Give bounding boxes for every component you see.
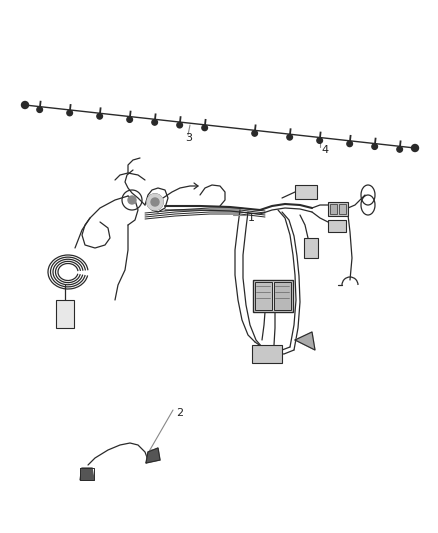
Text: 4: 4 [321, 145, 328, 155]
Bar [252, 345, 282, 363]
Circle shape [347, 141, 353, 147]
Text: 3: 3 [186, 133, 192, 143]
Circle shape [397, 147, 403, 152]
Bar [274, 282, 291, 310]
Bar [304, 238, 318, 258]
Circle shape [152, 119, 158, 125]
Circle shape [411, 144, 418, 151]
Bar [328, 202, 348, 216]
Circle shape [147, 194, 163, 210]
Polygon shape [146, 448, 160, 463]
Bar [56, 300, 74, 328]
Bar [330, 204, 337, 214]
Circle shape [97, 114, 102, 119]
Text: 2: 2 [176, 408, 183, 418]
Circle shape [252, 131, 258, 136]
Bar [328, 220, 346, 232]
Bar [253, 280, 293, 312]
Text: 1: 1 [248, 213, 255, 223]
Circle shape [37, 107, 42, 112]
Circle shape [177, 122, 183, 128]
Bar [295, 185, 317, 199]
Circle shape [128, 196, 136, 204]
Bar [339, 204, 346, 214]
Circle shape [67, 110, 72, 116]
Polygon shape [80, 468, 94, 480]
Circle shape [21, 101, 28, 109]
Circle shape [202, 125, 208, 131]
Bar [255, 282, 272, 310]
Polygon shape [295, 332, 315, 350]
Circle shape [151, 198, 159, 206]
Circle shape [287, 134, 293, 140]
Circle shape [317, 138, 322, 143]
Circle shape [127, 117, 132, 123]
Circle shape [372, 144, 378, 149]
